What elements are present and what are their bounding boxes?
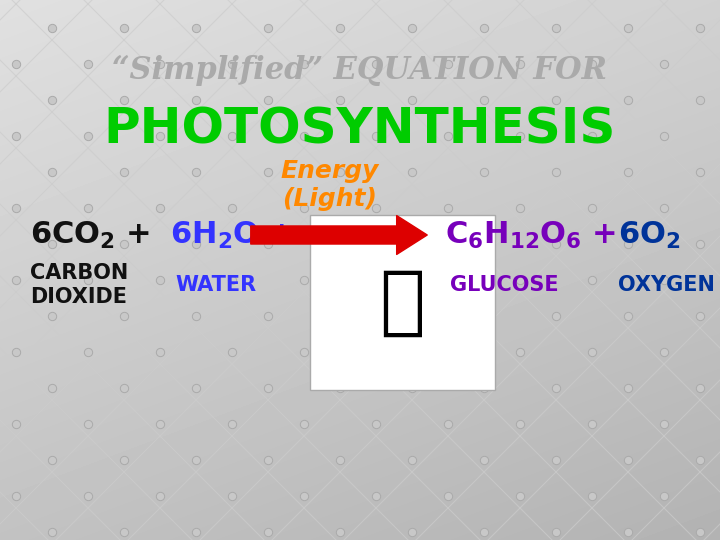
Text: 🌵: 🌵 [379,266,425,340]
Text: $\mathbf{6O_2}$: $\mathbf{6O_2}$ [618,219,680,251]
Text: PHOTOSYNTHESIS: PHOTOSYNTHESIS [104,106,616,154]
Text: GLUCOSE: GLUCOSE [450,275,559,295]
Text: “Simplified” EQUATION FOR: “Simplified” EQUATION FOR [112,55,608,85]
Text: OXYGEN: OXYGEN [618,275,715,295]
Text: $\mathbf{6CO_2}$ $\mathbf{+}$: $\mathbf{6CO_2}$ $\mathbf{+}$ [30,219,150,251]
Text: $\mathbf{6H_2O}$ $\mathbf{+}$: $\mathbf{6H_2O}$ $\mathbf{+}$ [170,219,293,251]
Text: CARBON
DIOXIDE: CARBON DIOXIDE [30,262,128,307]
Text: Energy
(Light): Energy (Light) [281,159,379,211]
Text: $\mathbf{C_6H_{12}O_6}$ $\mathbf{+}$: $\mathbf{C_6H_{12}O_6}$ $\mathbf{+}$ [445,219,616,251]
Bar [310,215,495,390]
Text: WATER: WATER [175,275,256,295]
FancyArrowPatch shape [251,215,427,254]
